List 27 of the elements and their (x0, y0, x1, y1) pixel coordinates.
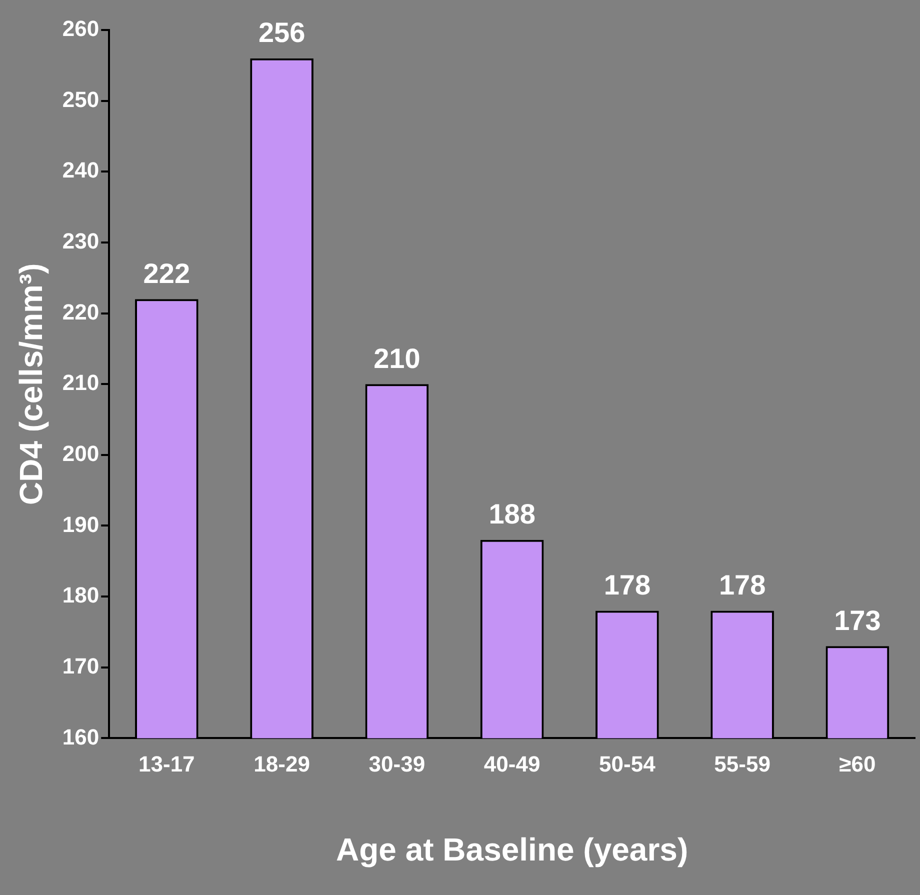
y-tick-label: 240 (62, 158, 100, 183)
x-tick-label: 50-54 (599, 751, 656, 776)
x-tick-label: ≥60 (839, 751, 876, 776)
y-tick-label: 170 (62, 653, 100, 678)
y-tick-label: 230 (62, 228, 100, 254)
x-tick-label: 40-49 (484, 751, 540, 776)
x-tick-label: 30-39 (368, 751, 426, 776)
y-tick-label: 220 (62, 299, 100, 324)
x-axis-title: Age at Baseline (years) (336, 832, 688, 868)
y-tick-label: 190 (62, 512, 100, 537)
y-tick-label: 160 (62, 724, 100, 750)
x-tick-label: 55-59 (714, 751, 770, 776)
data-label: 256 (258, 17, 306, 48)
y-tick-label: 250 (62, 86, 100, 112)
y-tick-label: 200 (62, 440, 100, 466)
x-tick-label: 18-29 (254, 751, 310, 776)
data-label: 178 (718, 569, 766, 600)
y-axis-title: CD4 (cells/mm³) (13, 263, 50, 506)
data-label: 178 (604, 569, 651, 600)
data-label: 210 (374, 342, 420, 374)
data-label: 173 (834, 604, 881, 636)
x-tick-label: 13-17 (138, 751, 195, 776)
y-tick-label: 210 (62, 370, 100, 396)
data-label: 188 (488, 498, 536, 530)
y-tick-label: 180 (62, 582, 100, 608)
data-label: 222 (143, 258, 190, 289)
y-tick-label: 260 (62, 16, 100, 42)
